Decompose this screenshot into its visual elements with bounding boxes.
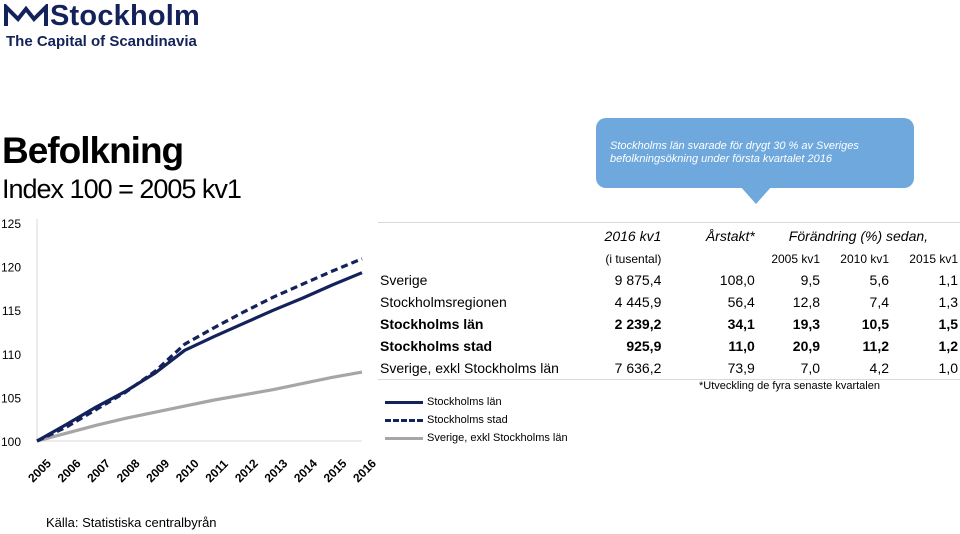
callout-text: Stockholms län svarade för drygt 30 % av… (610, 140, 859, 165)
row-label: Sverige (380, 272, 428, 288)
table-cell: 1,0 (938, 360, 958, 376)
table-cell: 108,0 (719, 272, 755, 288)
table-footnote: *Utveckling de fyra senaste kvartalen (699, 380, 880, 392)
legend-solid-line-swatch (385, 400, 423, 404)
table-cell: 7,0 (800, 360, 821, 376)
table-cell: 4,2 (869, 360, 889, 376)
statistics-table: 2016 kv1 Årstakt* Förändring (%) sedan, … (378, 222, 960, 380)
x-tick-label: 2014 (291, 456, 320, 485)
y-tick-label: 100 (1, 435, 21, 449)
callout-box: Stockholms län svarade för drygt 30 % av… (596, 118, 914, 188)
table-header-row: 2016 kv1 Årstakt* Förändring (%) sedan, (378, 222, 960, 250)
x-tick-label: 2012 (232, 456, 261, 485)
row-label: Stockholms län (380, 316, 484, 332)
table-row: Stockholms stad 925,9 11,0 20,9 11,2 1,2 (378, 335, 960, 357)
legend-item: Stockholms län (385, 393, 568, 411)
table-cell: 1,5 (938, 316, 958, 332)
legend-dashed-line-swatch (385, 418, 423, 422)
table-cell: 925,9 (626, 338, 662, 354)
page-title: Befolkning (2, 130, 184, 171)
table-header-cell: Förändring (%) sedan, (788, 228, 929, 244)
row-label: Stockholms stad (380, 338, 493, 354)
legend-item: Sverige, exkl Stockholms län (385, 429, 568, 447)
table-header-cell: 2016 kv1 (604, 228, 662, 244)
table-cell: 19,3 (792, 316, 821, 332)
x-tick-label: 2010 (173, 456, 202, 485)
table-row: Stockholmsregionen 4 445,9 56,4 12,8 7,4… (378, 291, 960, 313)
x-tick-label: 2011 (202, 457, 231, 486)
x-tick-label: 2008 (114, 456, 143, 485)
table-header-cell: 2015 kv1 (909, 252, 958, 266)
legend-label: Sverige, exkl Stockholms län (427, 432, 568, 444)
crown-logo-icon (4, 4, 48, 26)
series-line-2 (36, 370, 363, 443)
row-label: Sverige, exkl Stockholms län (380, 360, 559, 376)
x-tick-label: 2007 (84, 456, 113, 485)
y-tick-label: 110 (2, 348, 21, 362)
y-axis: 100 105 110 115 120 125 (1, 217, 38, 449)
table-cell: 11,0 (728, 338, 755, 354)
table-cell: 2 239,2 (614, 316, 662, 332)
x-tick-label: 2005 (25, 456, 54, 485)
series-layer (36, 257, 363, 443)
x-tick-label: 2006 (55, 456, 84, 485)
callout-pointer (740, 186, 772, 204)
legend-item: Stockholms stad (385, 411, 568, 429)
table-cell: 5,6 (869, 272, 889, 288)
x-tick-label: 2013 (262, 456, 291, 485)
table-row: Sverige 9 875,4 108,0 9,5 5,6 1,1 (378, 269, 960, 291)
table-header-cell: Årstakt* (705, 228, 755, 244)
x-tick-label: 2009 (143, 456, 172, 485)
table-header-cell: 2010 kv1 (840, 252, 889, 266)
chart-legend: Stockholms län Stockholms stad Sverige, … (385, 393, 568, 447)
logo-wordmark: Stockholm (50, 0, 201, 32)
logo-tagline: The Capital of Scandinavia (6, 33, 197, 50)
table-row: Stockholms län 2 239,2 34,1 19,3 10,5 1,… (378, 313, 960, 335)
x-tick-label: 2015 (321, 456, 350, 485)
table-cell: 11,2 (862, 338, 889, 354)
legend-label: Stockholms län (427, 396, 502, 408)
table-header-cell: 2005 kv1 (771, 252, 821, 266)
table-cell: 4 445,9 (614, 294, 662, 310)
table-cell: 56,4 (727, 294, 755, 310)
x-tick-label: 2016 (350, 456, 379, 485)
series-line-0 (36, 271, 363, 443)
table-cell: 20,9 (792, 338, 821, 354)
x-axis: 2005 2006 2007 2008 2009 2010 2011 2012 2013 2014… (25, 440, 379, 486)
table-cell: 10,5 (861, 316, 889, 332)
table-cell: 1,2 (938, 338, 958, 354)
table-row: Sverige, exkl Stockholms län 7 636,2 73,… (378, 357, 960, 380)
table-cell: 12,8 (792, 294, 821, 310)
table-cell: 9,5 (800, 272, 821, 288)
series-line-1 (36, 257, 363, 443)
table-cell: 73,9 (727, 360, 755, 376)
y-tick-label: 115 (2, 304, 21, 318)
page-subtitle: Index 100 = 2005 kv1 (2, 174, 242, 204)
table-header-cell (378, 223, 571, 250)
table-cell: 1,3 (938, 294, 958, 310)
table-header-cell: (i tusental) (605, 252, 662, 266)
table-cell: 7 636,2 (614, 360, 662, 376)
legend-gray-line-swatch (385, 436, 423, 440)
table-cell: 34,1 (727, 316, 755, 332)
table-subheader-row: (i tusental) 2005 kv1 2010 kv1 2015 kv1 (378, 249, 960, 269)
y-tick-label: 120 (1, 261, 21, 275)
row-label: Stockholmsregionen (380, 294, 507, 310)
table-cell: 1,1 (938, 272, 958, 288)
table-header-cell (378, 249, 571, 269)
legend-label: Stockholms stad (427, 414, 508, 426)
table-cell: 7,4 (869, 294, 889, 310)
source-note: Källa: Statistiska centralbyrån (46, 515, 217, 530)
table-cell: 9 875,4 (614, 272, 662, 288)
y-tick-label: 105 (1, 391, 21, 405)
y-tick-label: 125 (1, 217, 21, 231)
